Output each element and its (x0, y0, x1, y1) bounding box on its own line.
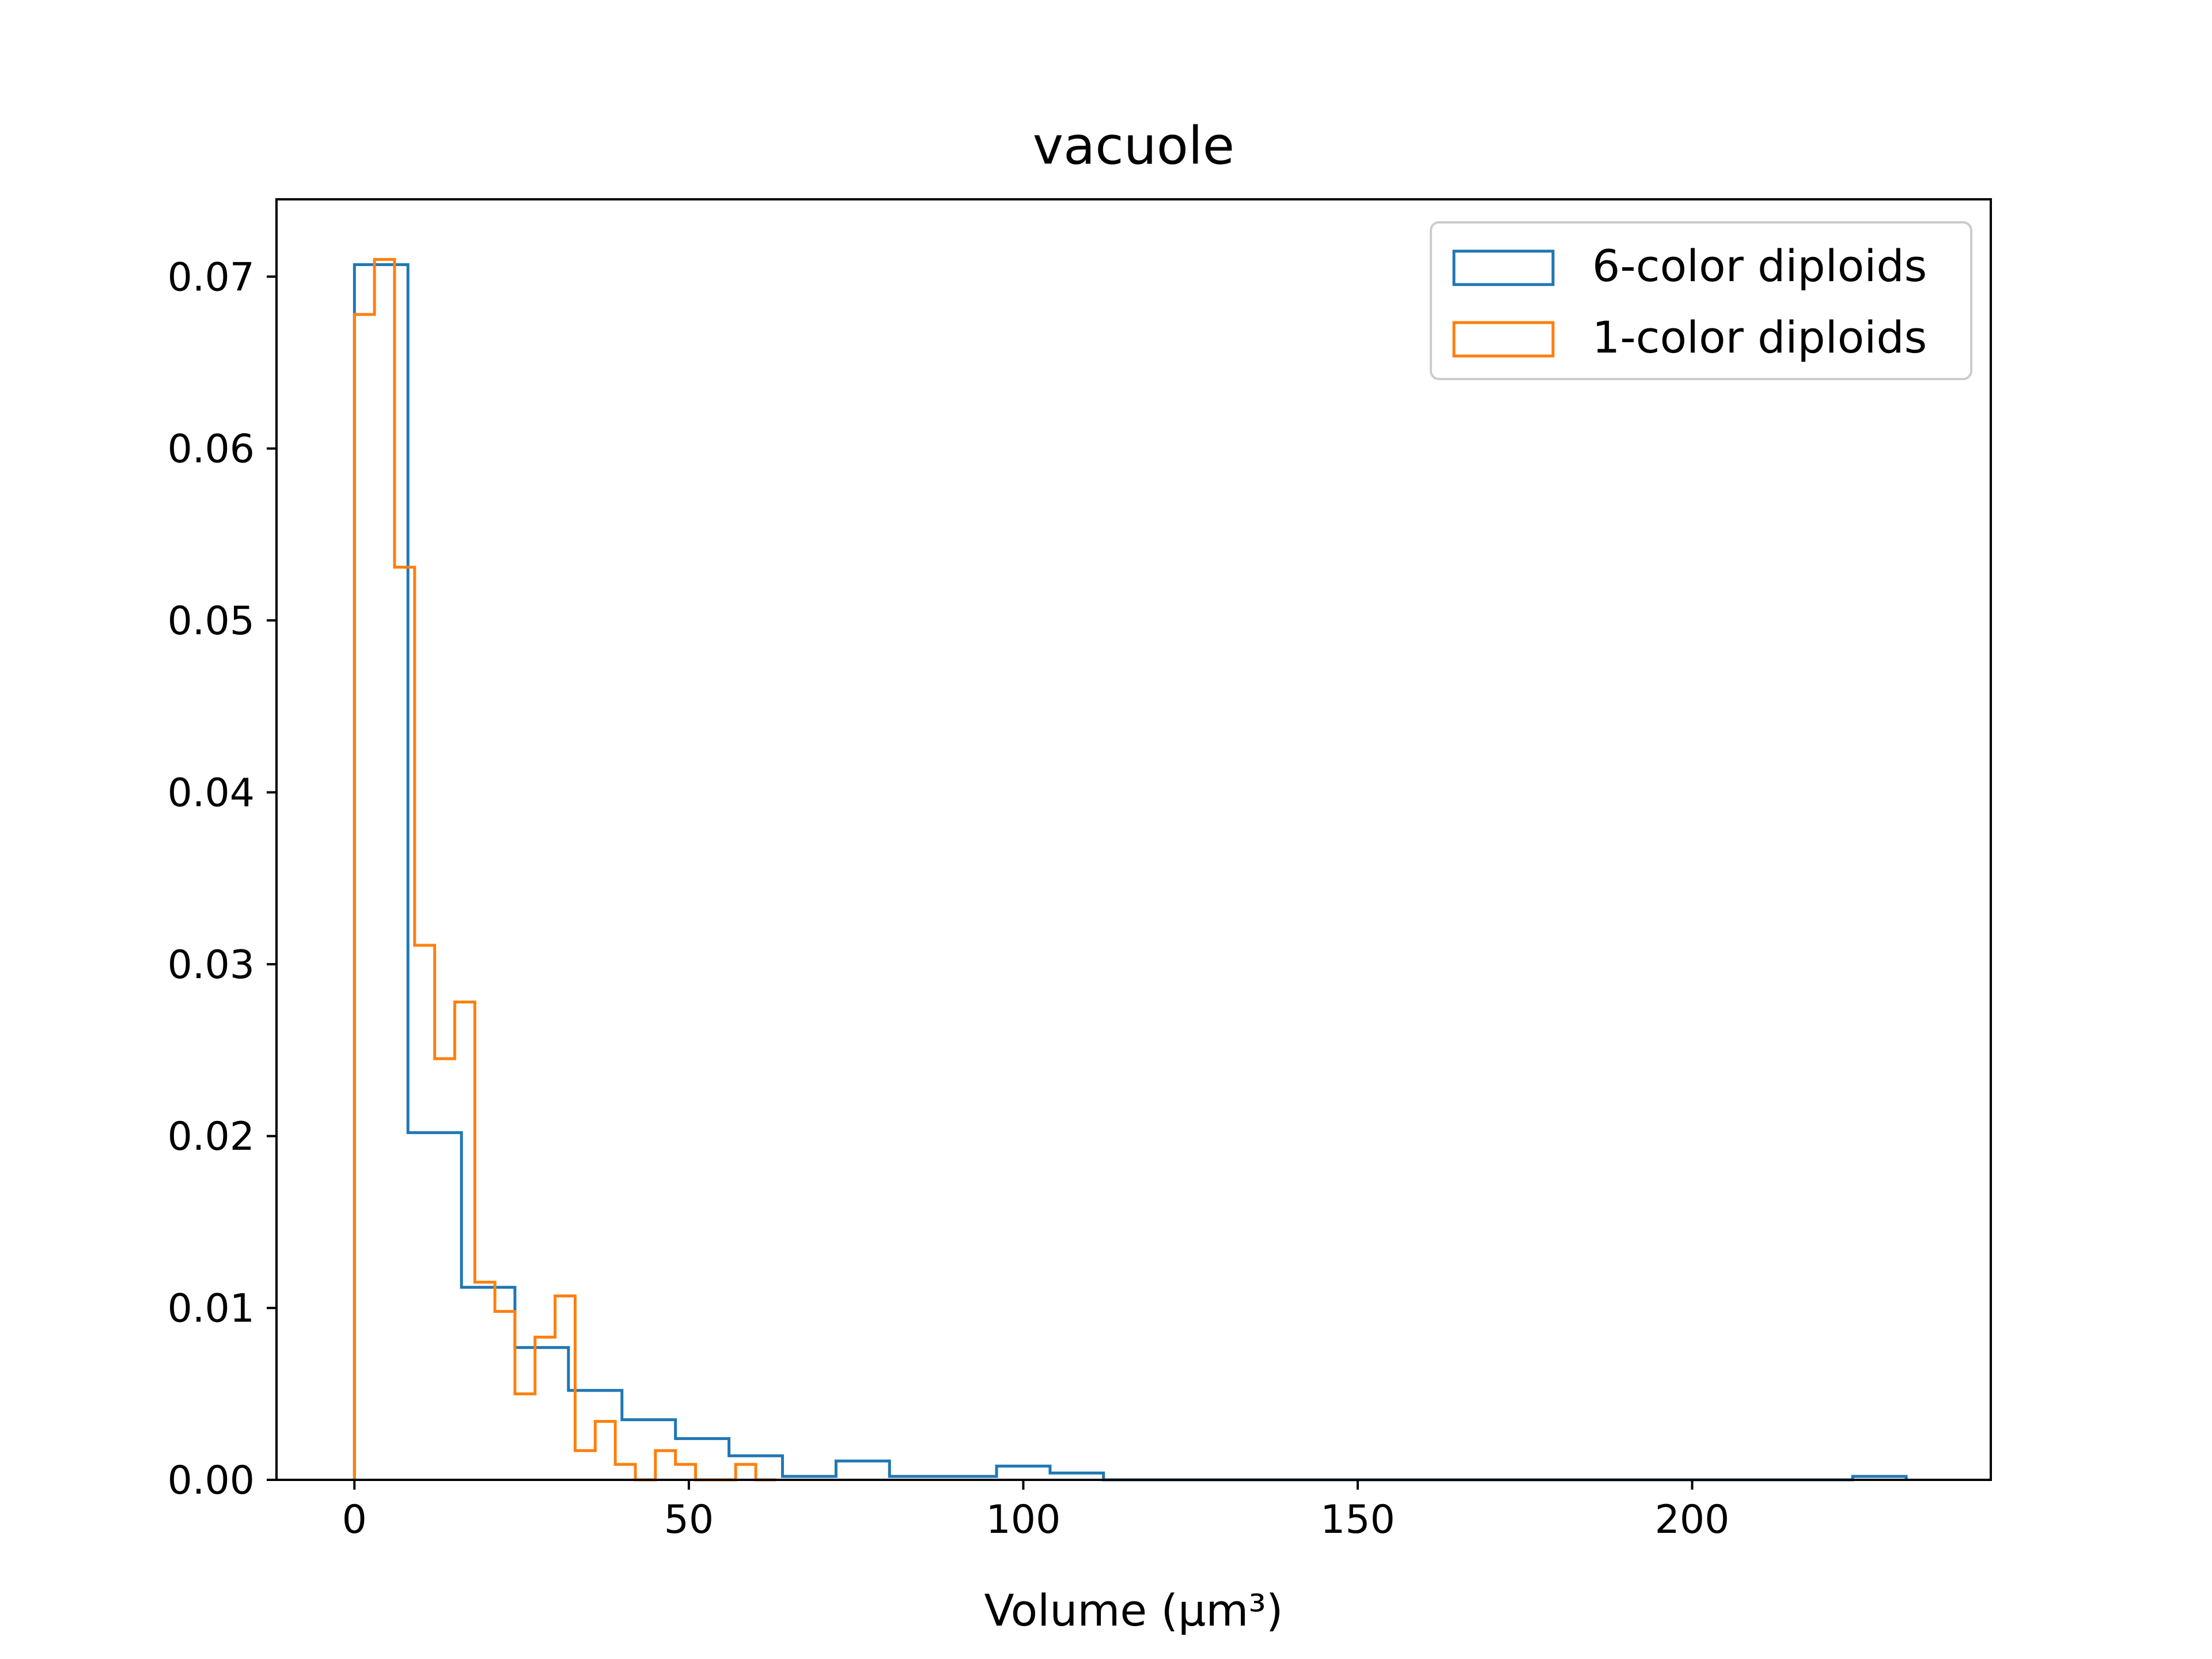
y-tick-label: 0.04 (168, 770, 255, 816)
y-tick-label: 0.05 (168, 599, 255, 644)
y-tick-label: 0.00 (168, 1458, 255, 1503)
y-tick-label: 0.03 (168, 942, 255, 988)
x-tick-label: 100 (986, 1497, 1061, 1543)
x-axis-ticks: 0 50 100 150 200 (342, 1480, 1730, 1543)
y-tick-label: 0.01 (168, 1286, 255, 1332)
legend: 6-color diploids 1-color diploids (1430, 221, 1972, 380)
histogram-series-2 (353, 257, 776, 1482)
x-tick-label: 150 (1320, 1497, 1395, 1543)
legend-swatch-1 (1452, 249, 1555, 286)
x-tick-label: 200 (1655, 1497, 1730, 1543)
y-tick-label: 0.07 (168, 255, 255, 300)
y-axis-ticks: 0.00 0.01 0.02 0.03 0.04 0.05 0.06 0.07 (168, 255, 276, 1503)
plot-frame (275, 198, 1992, 1481)
chart-title: vacuole (1033, 116, 1234, 176)
x-axis-label: Volume (μm³) (984, 1585, 1283, 1636)
legend-frame (1430, 221, 1972, 380)
legend-swatch-2 (1452, 321, 1555, 358)
x-tick-label: 0 (342, 1497, 367, 1543)
y-tick-label: 0.02 (168, 1114, 255, 1160)
y-tick-label: 0.06 (168, 427, 255, 472)
legend-label-1: 6-color diploids (1592, 240, 1927, 291)
x-tick-label: 50 (664, 1497, 714, 1543)
legend-label-2: 1-color diploids (1592, 312, 1927, 363)
legend-items: 6-color diploids 1-color diploids (1452, 240, 1927, 363)
plot-area (276, 199, 1991, 1480)
